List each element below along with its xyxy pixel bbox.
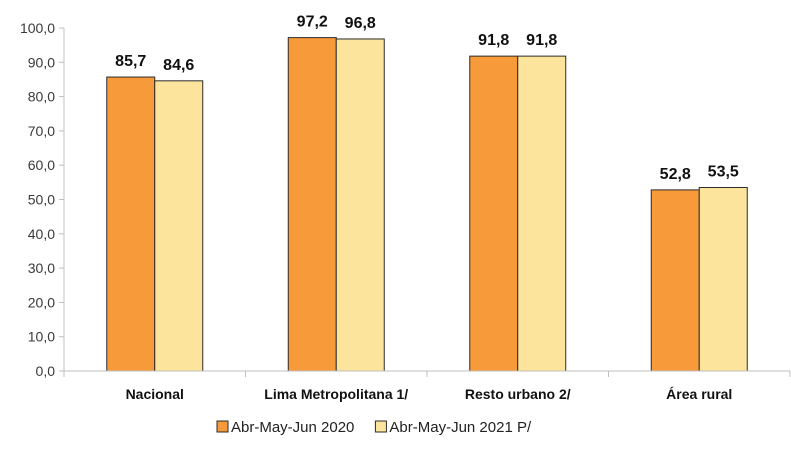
data-label: 84,6: [163, 57, 194, 74]
bar-2020-3: [650, 189, 700, 372]
data-label: 53,5: [708, 163, 739, 180]
y-tick-label: 30,0: [28, 260, 55, 276]
legend-label: Abr-May-Jun 2021 P/: [389, 419, 532, 436]
data-label: 97,2: [297, 14, 328, 31]
bar-2020-2: [469, 55, 519, 372]
x-axis: Nacional Lima Metropolitana 1/Resto urban…: [63, 370, 791, 402]
y-tick-label: 90,0: [28, 54, 55, 70]
y-tick-label: 100,0: [20, 20, 55, 36]
y-tick-label: 60,0: [28, 157, 55, 173]
legend-swatch: [374, 420, 387, 433]
y-tick-label: 50,0: [28, 192, 55, 208]
category-label: Lima Metropolitana 1/: [264, 386, 408, 402]
legend: Abr-May-Jun 2020 Abr-May-Jun 2021 P/: [216, 419, 532, 436]
data-label: 85,7: [115, 53, 146, 70]
bar-2021-0: [154, 80, 204, 372]
data-label: 91,8: [526, 32, 557, 49]
y-tick-label: 40,0: [28, 226, 55, 242]
bar-2021-2: [517, 55, 567, 372]
bar-2020-1: [287, 37, 337, 372]
legend-swatch: [216, 420, 229, 433]
bar-2021-3: [698, 186, 748, 372]
category-label: Área rural: [666, 386, 732, 402]
data-label: 96,8: [345, 15, 376, 32]
data-labels: 85,7 84,6 97,2 96,8 91,8 91,8 52,8 53,5: [115, 14, 739, 183]
data-label: 91,8: [478, 32, 509, 49]
data-label: 52,8: [660, 166, 691, 183]
legend-label: Abr-May-Jun 2020: [231, 419, 354, 436]
y-tick-label: 70,0: [28, 123, 55, 139]
category-label: Nacional: [126, 386, 184, 402]
y-tick-label: 20,0: [28, 294, 55, 310]
y-tick-label: 80,0: [28, 89, 55, 105]
bar-2020-0: [106, 76, 156, 372]
y-tick-label: 10,0: [28, 329, 55, 345]
category-label: Resto urbano 2/: [465, 386, 571, 402]
y-tick-label: 0,0: [36, 363, 56, 379]
bar-2021-1: [335, 38, 385, 372]
y-axis: 0,0 10,0 20,0 30,0 40,0 50,0 60,0 70,0 80,0 90,0 1…: [20, 20, 65, 379]
bars: [106, 37, 748, 372]
